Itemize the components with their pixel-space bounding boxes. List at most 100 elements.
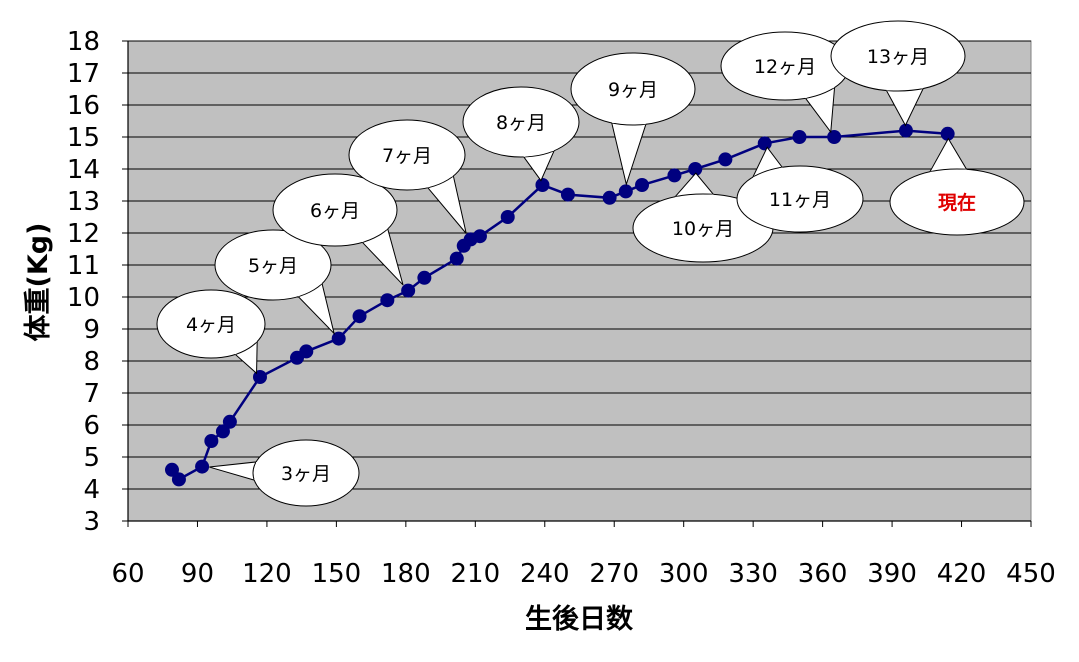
x-tick-label: 180 xyxy=(381,559,431,589)
callout: 4ヶ月 xyxy=(156,289,266,375)
x-tick-labels: 60 90 120 150 180 210 240 270 300 330 360 390 420 450 xyxy=(111,559,1055,589)
y-tick-label: 10 xyxy=(67,283,100,313)
data-point xyxy=(898,123,913,138)
y-tick-label: 12 xyxy=(67,219,100,249)
data-point xyxy=(635,178,650,192)
y-tick-label: 4 xyxy=(83,475,100,505)
callout-label: 10ヶ月 xyxy=(672,218,734,240)
data-point xyxy=(500,210,515,224)
y-tick-label: 7 xyxy=(83,379,100,409)
y-tick-label: 15 xyxy=(67,123,100,153)
data-point xyxy=(401,283,416,298)
data-point xyxy=(688,162,703,176)
data-point xyxy=(827,130,842,144)
y-tick-label: 3 xyxy=(83,507,100,537)
x-axis-title: 生後日数 xyxy=(525,604,634,635)
callout: 11ヶ月 xyxy=(736,146,864,233)
callout-joint xyxy=(675,194,714,226)
callout-joint xyxy=(611,94,646,125)
x-tick-label: 150 xyxy=(312,559,362,589)
callout-joint xyxy=(213,326,258,355)
data-point xyxy=(535,178,550,192)
data-point xyxy=(215,424,230,439)
x-tick-label: 120 xyxy=(242,559,292,589)
callout-label: 9ヶ月 xyxy=(608,79,658,101)
callout-bubble xyxy=(252,439,360,507)
callout-joint xyxy=(254,461,301,481)
x-tick-label: 60 xyxy=(111,559,144,589)
data-point xyxy=(222,414,237,429)
callout-joint xyxy=(410,159,454,188)
y-tick-label: 6 xyxy=(83,411,100,441)
data-point xyxy=(718,152,733,167)
callout: 現在 xyxy=(889,137,1025,236)
y-tick-label: 13 xyxy=(67,187,100,217)
callout: 3ヶ月 xyxy=(209,439,360,507)
data-point xyxy=(667,168,682,183)
data-point xyxy=(204,434,219,448)
callout-label: 6ヶ月 xyxy=(310,200,360,222)
axes xyxy=(122,40,1032,527)
x-tick-label: 390 xyxy=(867,559,917,589)
y-tick-label: 8 xyxy=(83,347,100,377)
callout-label: 12ヶ月 xyxy=(754,56,816,78)
x-tick-label: 450 xyxy=(1006,559,1056,589)
data-point xyxy=(299,344,314,359)
callout: 5ヶ月 xyxy=(214,229,336,336)
callout: 10ヶ月 xyxy=(632,172,774,263)
y-tick-label: 17 xyxy=(67,59,100,89)
y-tick-label: 16 xyxy=(67,91,100,121)
data-point xyxy=(331,331,346,346)
data-point xyxy=(757,136,772,151)
x-tick-label: 90 xyxy=(181,559,214,589)
x-tick-label: 240 xyxy=(520,559,570,589)
x-tick-label: 300 xyxy=(659,559,709,589)
callout-joint xyxy=(522,125,555,157)
callout-joint xyxy=(929,169,967,199)
callout-joint xyxy=(276,268,323,297)
y-tick-label: 11 xyxy=(67,251,100,281)
y-tick-label: 5 xyxy=(83,443,100,473)
callout: 6ヶ月 xyxy=(272,173,404,286)
data-point xyxy=(602,190,617,205)
callout-joint xyxy=(886,59,924,91)
data-point xyxy=(195,459,210,474)
callout-label: 11ヶ月 xyxy=(769,189,831,211)
callout-bubble xyxy=(830,20,966,92)
callout: 8ヶ月 xyxy=(462,86,580,182)
data-point xyxy=(618,184,633,199)
y-axis-title: 体重(Kg) xyxy=(23,223,54,342)
y-tick-label: 18 xyxy=(67,27,100,57)
data-point xyxy=(792,130,807,144)
callout-label: 5ヶ月 xyxy=(248,255,298,277)
callout-joint xyxy=(787,69,835,99)
callout-label: 4ヶ月 xyxy=(186,314,236,336)
callout: 12ヶ月 xyxy=(720,31,850,134)
x-tick-label: 210 xyxy=(450,559,500,589)
series-points xyxy=(164,123,955,487)
callout: 7ヶ月 xyxy=(348,119,467,234)
callout-joint xyxy=(752,167,799,197)
y-tick-label: 14 xyxy=(67,155,100,185)
callout-label: 13ヶ月 xyxy=(867,46,929,68)
data-point xyxy=(380,293,395,308)
data-point xyxy=(171,472,186,487)
x-tick-label: 270 xyxy=(589,559,639,589)
callout-label: 7ヶ月 xyxy=(382,145,432,167)
callout-label: 現在 xyxy=(938,191,976,214)
callout: 13ヶ月 xyxy=(830,20,966,127)
callout-bubble xyxy=(889,168,1025,236)
data-point xyxy=(449,251,464,266)
callout-label: 3ヶ月 xyxy=(281,463,331,485)
data-point xyxy=(560,187,575,202)
data-point xyxy=(472,229,487,244)
x-tick-label: 360 xyxy=(798,559,848,589)
callout: 9ヶ月 xyxy=(570,52,696,187)
data-point xyxy=(352,309,367,324)
callout-bubble xyxy=(462,86,580,158)
callout-label: 8ヶ月 xyxy=(496,112,546,134)
x-tick-label: 330 xyxy=(728,559,778,589)
